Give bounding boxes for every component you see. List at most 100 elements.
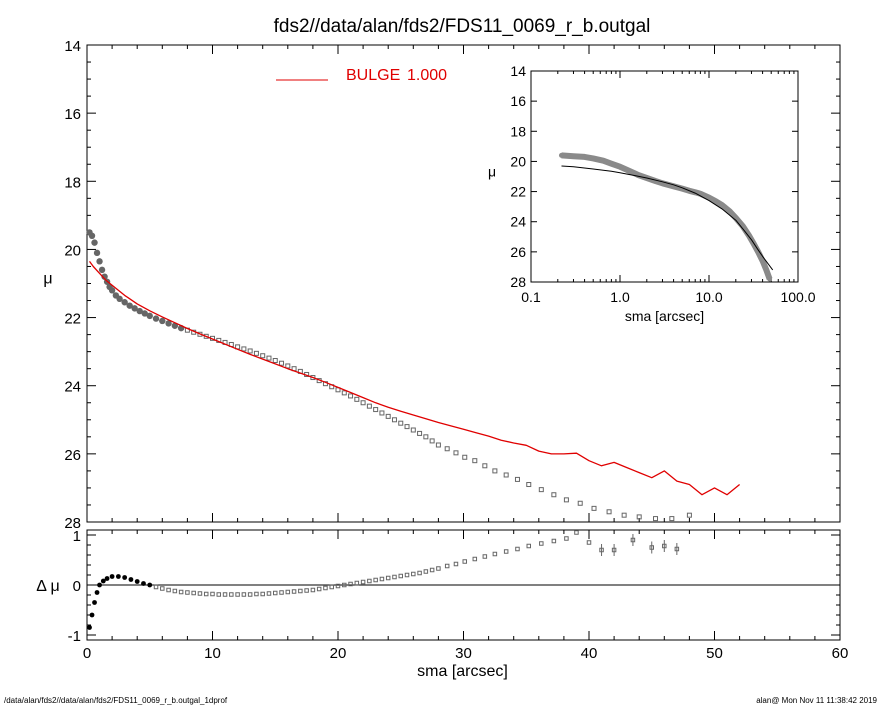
data-point xyxy=(472,458,478,464)
inset-data-point xyxy=(706,195,712,201)
residual-point xyxy=(247,592,253,597)
data-point xyxy=(146,312,153,320)
residual-point xyxy=(291,589,297,594)
residual-point xyxy=(222,592,228,597)
data-point xyxy=(136,307,143,315)
residual-point xyxy=(141,581,146,586)
data-point xyxy=(503,472,509,478)
data-point xyxy=(669,516,675,522)
data-point xyxy=(260,353,266,359)
data-point xyxy=(241,346,247,352)
residual-point xyxy=(203,591,209,597)
data-point xyxy=(453,450,459,456)
residual-xtick-label: 50 xyxy=(706,645,723,662)
inset-ytick-label: 16 xyxy=(510,93,526,109)
data-point xyxy=(444,446,450,452)
footer-timestamp: alan@ Mon Nov 11 11:38:42 2019 xyxy=(756,696,877,705)
data-point xyxy=(247,348,253,354)
inset-data-point xyxy=(763,267,769,273)
residual-point xyxy=(379,576,385,582)
residual-point xyxy=(526,543,532,549)
inset-plot: 14 16 18 20 22 24 26 280.1 1.0 10.0 100.0 μ sma [arc… xyxy=(488,63,816,324)
residual-point xyxy=(279,590,284,595)
inset-ytick-label: 22 xyxy=(510,184,526,200)
residual-point xyxy=(316,586,322,592)
residual-point xyxy=(436,566,441,571)
data-point xyxy=(93,249,101,257)
data-point xyxy=(152,315,160,322)
main-ytick-label: 24 xyxy=(64,379,81,396)
inset-ytick-label: 24 xyxy=(510,214,526,230)
main-ytick-label: 20 xyxy=(64,242,81,259)
residual-point xyxy=(122,575,128,580)
residual-point xyxy=(87,625,92,630)
residual-point xyxy=(304,588,309,593)
data-point xyxy=(360,400,366,406)
residual-point xyxy=(462,559,468,564)
residual-xtick-label: 60 xyxy=(832,645,849,662)
bulge-model-line xyxy=(88,261,741,496)
data-point xyxy=(621,512,627,518)
residual-point xyxy=(342,582,347,588)
data-point xyxy=(266,355,272,361)
main-ytick-label: 26 xyxy=(64,447,81,464)
residual-point xyxy=(285,589,291,595)
inset-data-point xyxy=(727,208,733,214)
data-point xyxy=(126,302,133,309)
residual-point xyxy=(254,591,259,597)
residual-point xyxy=(411,571,416,577)
residual-point xyxy=(266,591,272,596)
main-ytick-label: 16 xyxy=(64,106,81,123)
main-ytick-label: 28 xyxy=(64,515,81,532)
residual-point xyxy=(298,588,303,594)
residual-point xyxy=(160,586,165,591)
data-point xyxy=(98,266,106,274)
residual-point xyxy=(564,536,569,541)
residual-point xyxy=(482,554,488,559)
data-point xyxy=(429,438,435,444)
inset-data-point xyxy=(767,276,773,282)
residual-ylabel: Δ μ xyxy=(36,578,59,595)
residual-point xyxy=(444,563,450,569)
residual-point xyxy=(392,574,397,580)
data-point xyxy=(341,390,347,396)
inset-xtick-label: 0.1 xyxy=(521,289,541,305)
inset-model-line xyxy=(561,165,774,271)
inset-data-point xyxy=(582,154,588,160)
data-point xyxy=(285,363,291,369)
data-point xyxy=(398,420,404,426)
residual-point xyxy=(172,588,178,594)
residual-xtick-label: 30 xyxy=(455,645,472,662)
data-point xyxy=(88,232,96,239)
inset-data-point xyxy=(756,250,762,256)
data-point xyxy=(482,463,488,469)
data-point xyxy=(636,514,642,520)
residual-point xyxy=(92,600,97,605)
residual-point xyxy=(404,572,410,578)
residual-point xyxy=(515,546,520,552)
inset-ylabel: μ xyxy=(488,164,496,180)
residual-point xyxy=(134,579,140,584)
data-point xyxy=(391,417,397,423)
residual-point xyxy=(166,587,171,593)
data-point xyxy=(514,476,520,482)
residual-ytick-label: -1 xyxy=(68,628,81,645)
residual-xtick-label: 0 xyxy=(83,645,91,662)
data-point xyxy=(551,492,557,498)
main-plot: 14 16 18 20 22 24 26 28 μ BULGE 1.000 xyxy=(43,38,841,532)
inset-xtick-label: 100.0 xyxy=(780,289,815,305)
data-point xyxy=(577,500,583,506)
residual-point xyxy=(360,579,366,585)
residual-point xyxy=(348,581,353,587)
residual-point xyxy=(178,589,184,595)
data-point xyxy=(91,239,98,246)
residual-xtick-label: 40 xyxy=(581,645,598,662)
inset-frame xyxy=(530,70,799,283)
residual-point xyxy=(551,538,557,544)
main-ytick-label: 22 xyxy=(64,311,81,328)
data-point xyxy=(653,516,659,522)
residual-point xyxy=(417,570,422,576)
data-point xyxy=(385,413,391,419)
residual-point xyxy=(128,577,134,582)
